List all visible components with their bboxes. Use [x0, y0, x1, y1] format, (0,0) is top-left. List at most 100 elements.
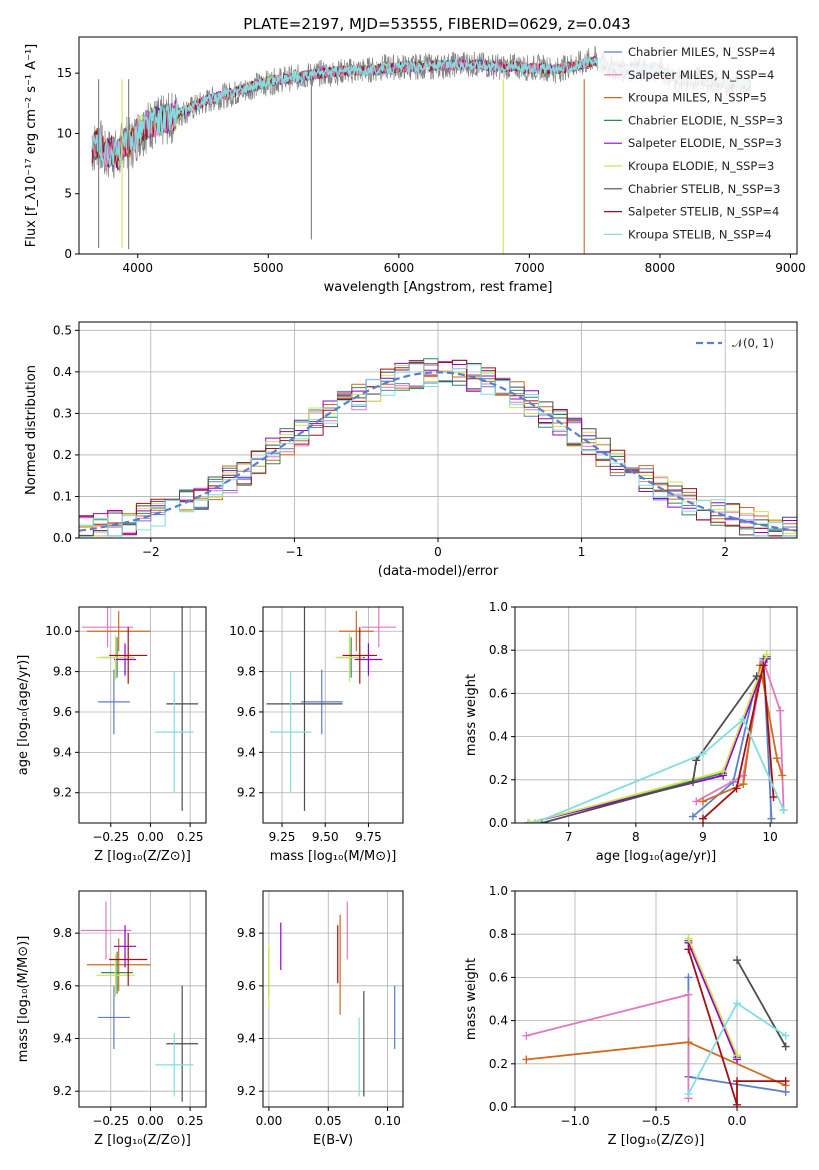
mass_weight_vs_Z-plus-marker — [781, 1031, 790, 1040]
mass_vs_ebv-x-tick-label: 0.05 — [315, 1114, 342, 1128]
residuals-y-tick-label: 0.5 — [53, 323, 72, 337]
spectrum-legend-entry: Chabrier MILES, N_SSP=4 — [628, 45, 775, 59]
residuals-x-tick-label: 2 — [721, 545, 729, 559]
mass_weight_vs_age-y-tick-label: 1.0 — [489, 600, 508, 614]
residuals-y-tick-label: 0.1 — [53, 489, 72, 503]
residual-histogram-step — [79, 361, 797, 537]
mass_weight_vs_age-plus-marker — [688, 777, 697, 786]
age_vs_mass-errorbar-point — [342, 627, 378, 684]
mass_vs_Z-y-tick-label: 9.4 — [53, 1032, 72, 1046]
mass_vs_Z-errorbar-point — [155, 1033, 194, 1097]
mass_weight_vs_age-plus-marker — [732, 784, 741, 793]
mass_vs_Z-x-tick-label: 0.00 — [137, 1114, 164, 1128]
spectrum-legend-box — [598, 41, 793, 249]
mass_vs_ebv-frame — [262, 890, 404, 1108]
mass_weight_vs_age-plus-marker — [759, 661, 768, 670]
mass_weight_vs_age-x-tick-label: 10 — [763, 830, 778, 844]
residuals-frame — [78, 321, 798, 539]
mass_weight_vs_age-y-tick-label: 0.6 — [489, 686, 508, 700]
mass_weight_vs_Z-y-tick-label: 0.6 — [489, 970, 508, 984]
mass_weight_vs_age-plus-marker — [524, 819, 533, 823]
mass_weight_vs_age-plus-marker — [699, 749, 707, 758]
age_vs_Z-errorbar-point — [166, 607, 199, 811]
spectrum-legend-entry: Salpeter MILES, N_SSP=4 — [628, 68, 774, 82]
mass_vs_Z-x-tick-label: −0.25 — [92, 1114, 129, 1128]
mass_vs_Z-errorbar-point — [80, 901, 132, 960]
mass_weight_vs_Z-plus-marker — [733, 999, 742, 1008]
mass_weight_vs_Z-plus-marker — [684, 945, 693, 954]
mass_vs_Z-points — [80, 901, 199, 1102]
mass_weight_vs_age-plus-marker — [779, 806, 788, 815]
age_vs_Z-errorbar-point — [82, 607, 133, 648]
spectrum-x-tick-label: 9000 — [775, 261, 806, 275]
mass_weight_vs_Z-frame — [514, 890, 798, 1108]
spectrum-x-tick-label: 6000 — [384, 261, 415, 275]
mass_vs_Z-x-axis-label: Z [log₁₀(Z/Z⊙)] — [94, 1133, 191, 1148]
residual-histogram-step — [79, 363, 797, 537]
age_vs_Z-points — [82, 607, 199, 811]
mass_weight_vs_age-y-tick-label: 0.2 — [489, 773, 508, 787]
mass_weight_vs_Z-y-tick-label: 0.4 — [489, 1014, 508, 1028]
mass_weight_vs_Z-plus-marker — [781, 1077, 790, 1086]
residual-histograms — [79, 358, 797, 537]
age_vs_mass-errorbar-point — [354, 643, 383, 676]
mass_vs_ebv-axes: 0.00 0.05 0.10 9.2 9.4 9.6 9.8 E(B-V) — [237, 891, 403, 1148]
spectrum-legend-entry: Chabrier STELIB, N_SSP=3 — [628, 182, 780, 196]
age_vs_Z-errorbar-point — [86, 611, 151, 652]
age_vs_mass-y-tick-label: 9.2 — [237, 786, 256, 800]
mass_weight_vs_Z-plus-marker — [684, 934, 693, 943]
mass_vs_Z-y-tick-label: 9.8 — [53, 926, 72, 940]
mass_weight_vs_age-plus-marker — [762, 650, 771, 659]
mass_weight_vs_age-y-tick-label: 0.8 — [489, 643, 508, 657]
mass_vs_Z-y-axis-label: mass [log₁₀(M/M⊙)] — [16, 936, 31, 1063]
spectrum-x-tick-label: 5000 — [253, 261, 284, 275]
age_vs_Z-errorbar-point — [155, 671, 194, 793]
residuals-y-tick-label: 0.0 — [53, 531, 72, 545]
residuals-y-tick-label: 0.2 — [53, 448, 72, 462]
mass_weight_vs_age-y-tick-label: 0.0 — [489, 816, 508, 830]
mass_vs_Z-errorbar-point — [86, 938, 151, 992]
mass_weight_vs_age-series-line — [528, 658, 768, 823]
mass_weight_vs_Z-lines — [522, 934, 790, 1107]
mass_weight_vs_Z-x-tick-label: 0.0 — [727, 1114, 746, 1128]
residual-legend: 𝒩(0, 1) — [696, 336, 774, 350]
age_vs_Z-y-tick-label: 9.4 — [53, 745, 72, 759]
mass_weight_vs_age-x-tick-label: 9 — [699, 830, 707, 844]
mass_weight_vs_age-plus-marker — [739, 715, 748, 724]
age_vs_Z-axes: −0.25 0.00 0.25 9.2 9.4 9.6 9.8 10.0 Z [log₁₀(Z/… — [16, 607, 206, 864]
mass_weight_vs_Z-plus-marker — [733, 1100, 742, 1107]
residual-histogram-step — [79, 359, 797, 537]
age_vs_mass-y-tick-label: 10.0 — [229, 624, 256, 638]
mass_vs_ebv-x-tick-label: 0.10 — [374, 1114, 401, 1128]
mass_vs_Z-errorbar-point — [109, 933, 148, 986]
age_vs_Z-errorbar-point — [109, 627, 148, 684]
mass_weight_vs_Z-x-tick-label: −1.0 — [560, 1114, 589, 1128]
mass_weight_vs_age-x-tick-label: 8 — [632, 830, 640, 844]
spectrum-legend-entry: Chabrier ELODIE, N_SSP=3 — [628, 113, 783, 127]
age_vs_mass-y-tick-label: 9.6 — [237, 705, 256, 719]
age_vs_Z-y-tick-label: 10.0 — [45, 624, 72, 638]
age_vs_mass-y-tick-label: 9.8 — [237, 665, 256, 679]
residual-legend-entry: 𝒩(0, 1) — [732, 336, 774, 350]
mass_vs_ebv-x-tick-label: 0.00 — [256, 1114, 283, 1128]
mass_weight_vs_age-y-axis-label: mass weight — [464, 674, 479, 756]
mass_weight_vs_Z-y-axis-label: mass weight — [464, 958, 479, 1040]
mass_weight_vs_Z-y-tick-label: 0.2 — [489, 1057, 508, 1071]
mass_weight_vs_Z-series-line — [687, 942, 738, 1060]
mass_weight_vs_age-plus-marker — [719, 767, 728, 776]
mass_weight_vs_age-frame — [514, 606, 798, 824]
mass_weight_vs_age-y-tick-label: 0.4 — [489, 730, 508, 744]
mass_weight_vs_Z-x-tick-label: −0.5 — [641, 1114, 670, 1128]
mass_weight_vs_age-x-axis-label: age [log₁₀(age/yr)] — [596, 849, 717, 864]
mass_vs_ebv-y-tick-label: 9.8 — [237, 926, 256, 940]
spectrum-legend-entry: Kroupa MILES, N_SSP=5 — [628, 91, 767, 105]
age_vs_mass-errorbar-point — [339, 611, 374, 652]
mass_weight_vs_age-plus-marker — [772, 754, 781, 763]
age_vs_mass-y-tick-label: 9.4 — [237, 745, 256, 759]
mass_weight_vs_Z-plus-marker — [684, 990, 693, 999]
mass_weight_vs_age-plus-marker — [699, 797, 707, 806]
mass_weight_vs_age-plus-marker — [778, 771, 787, 780]
mass_weight_vs_age-series-line — [528, 656, 768, 823]
mass_vs_ebv-y-tick-label: 9.2 — [237, 1084, 256, 1098]
